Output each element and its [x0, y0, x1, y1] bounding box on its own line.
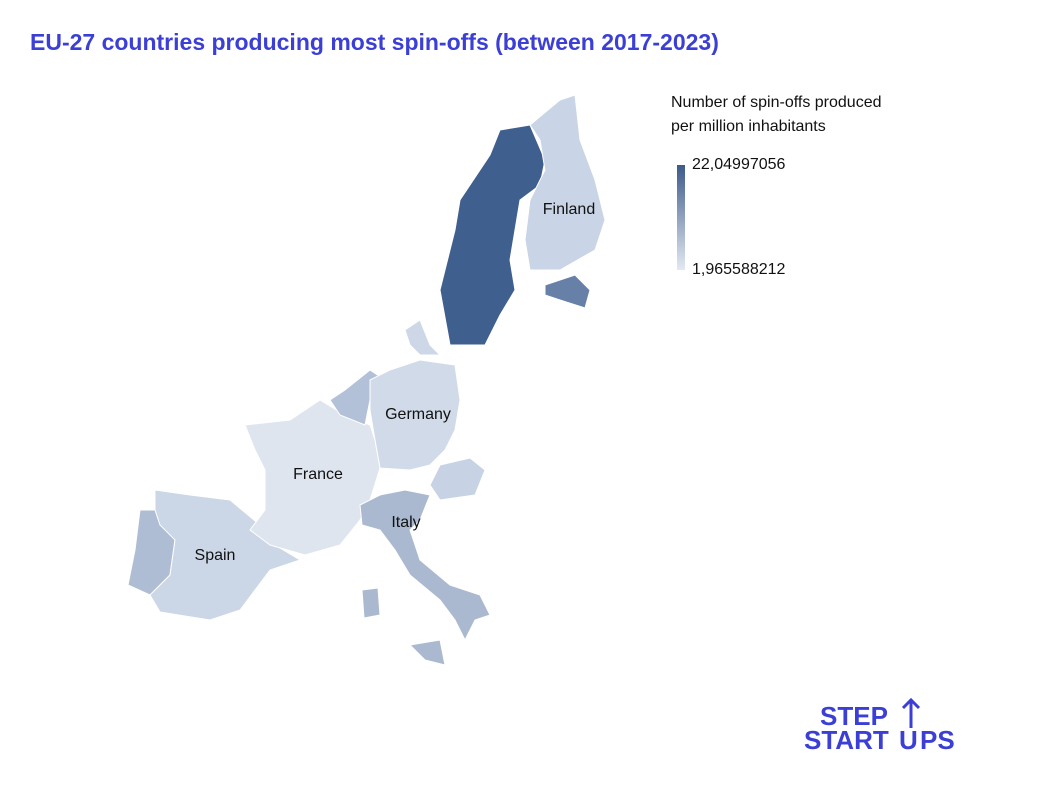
- legend-min-label: 1,965588212: [692, 261, 786, 278]
- legend-color-bar: [677, 165, 685, 270]
- sicily: [408, 639, 446, 666]
- legend-title: per million inhabitants: [671, 118, 826, 135]
- legend: Number of spin-offs produced per million…: [671, 94, 881, 278]
- logo-text: STEP: [820, 701, 888, 731]
- logo: STEP START U PS: [804, 697, 955, 755]
- logo-text: START: [804, 725, 889, 755]
- logo-arrow: [901, 697, 921, 728]
- sweden: [439, 124, 546, 346]
- finland: [524, 94, 606, 271]
- country-label: Germany: [385, 406, 451, 423]
- sardinia: [361, 587, 381, 619]
- title: EU-27 countries producing most spin-offs…: [30, 29, 719, 55]
- country-label: France: [293, 466, 343, 483]
- map: [127, 94, 606, 666]
- denmark: [404, 319, 442, 356]
- country-label: Spain: [195, 547, 236, 564]
- italy: [359, 489, 491, 642]
- legend-title: Number of spin-offs produced: [671, 94, 881, 111]
- country-label: Finland: [543, 201, 595, 218]
- germany: [369, 359, 461, 471]
- logo-text: PS: [920, 725, 955, 755]
- spain: [149, 489, 302, 621]
- country-labels: Finland Germany France Italy Spain: [195, 201, 596, 564]
- estonia: [544, 274, 591, 309]
- legend-max-label: 22,04997056: [692, 156, 786, 173]
- austria: [429, 457, 486, 501]
- logo-text: U: [899, 725, 918, 755]
- country-label: Italy: [391, 514, 420, 531]
